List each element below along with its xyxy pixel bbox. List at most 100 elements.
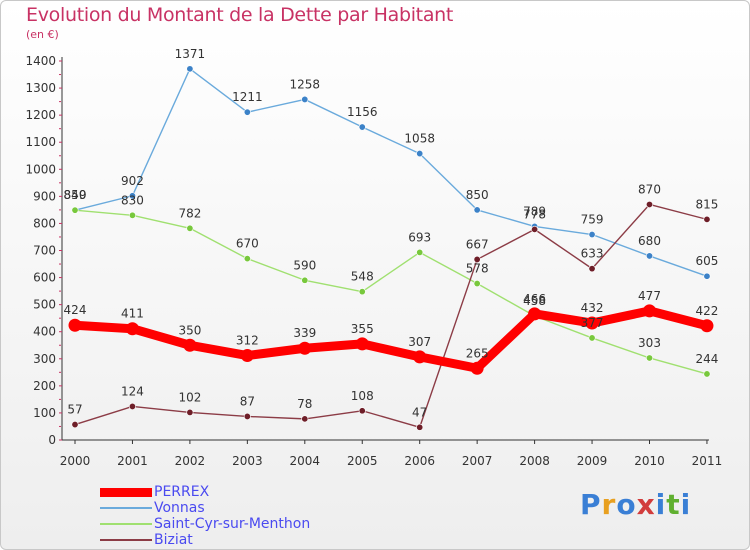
data-label: 902 — [121, 174, 144, 188]
y-tick-label: 100 — [33, 406, 56, 420]
legend-item: PERREX — [100, 484, 310, 500]
series-line-perrex — [70, 306, 712, 373]
data-label: 590 — [293, 258, 316, 272]
data-point — [68, 318, 82, 332]
legend-label: Saint-Cyr-sur-Menthon — [154, 516, 311, 532]
data-point — [183, 338, 197, 352]
data-label: 432 — [581, 301, 604, 315]
data-point — [186, 408, 194, 416]
data-point — [243, 412, 251, 420]
data-point — [301, 95, 309, 103]
data-label: 670 — [236, 237, 259, 251]
y-tick-label: 900 — [33, 189, 56, 203]
legend-swatch — [100, 539, 152, 541]
data-point — [588, 231, 596, 239]
y-tick-label: 500 — [33, 298, 56, 312]
data-point — [416, 248, 424, 256]
data-label: 102 — [178, 390, 201, 404]
data-point — [473, 206, 481, 214]
data-label: 1258 — [290, 77, 321, 91]
data-label: 849 — [64, 188, 87, 202]
data-point — [700, 319, 714, 333]
data-point — [301, 415, 309, 423]
data-label: 548 — [351, 270, 374, 284]
legend-swatch — [100, 507, 152, 509]
legend-label: Vonnas — [154, 500, 205, 516]
legend-item: Biziat — [100, 532, 310, 548]
y-tick-label: 1300 — [25, 81, 56, 95]
y-tick-label: 800 — [33, 216, 56, 230]
legend-swatch — [100, 487, 152, 497]
data-label: 124 — [121, 384, 144, 398]
chart-title: Evolution du Montant de la Dette par Hab… — [26, 4, 454, 26]
data-label: 108 — [351, 389, 374, 403]
x-tick-label: 2005 — [347, 454, 378, 468]
y-tick-label: 600 — [33, 271, 56, 285]
data-point — [470, 361, 484, 375]
data-label: 244 — [695, 352, 718, 366]
data-label: 578 — [466, 262, 489, 276]
legend-item: Vonnas — [100, 500, 310, 516]
data-label: 355 — [351, 322, 374, 336]
data-point — [528, 307, 542, 321]
data-label: 789 — [523, 204, 546, 218]
data-point — [413, 350, 427, 364]
x-tick-label: 2000 — [60, 454, 91, 468]
data-point — [128, 211, 136, 219]
data-point — [125, 322, 139, 336]
data-point — [186, 65, 194, 73]
data-label: 303 — [638, 336, 661, 350]
data-label: 377 — [581, 316, 604, 330]
data-point — [473, 255, 481, 263]
x-tick-label: 2006 — [404, 454, 435, 468]
data-label: 339 — [293, 326, 316, 340]
data-label: 466 — [523, 292, 546, 306]
data-point — [358, 407, 366, 415]
data-point — [355, 337, 369, 351]
data-label: 477 — [638, 289, 661, 303]
x-tick-label: 2007 — [462, 454, 493, 468]
data-label: 1371 — [175, 47, 206, 61]
data-label: 458 — [523, 294, 546, 308]
data-label: 350 — [178, 323, 201, 337]
data-point — [298, 341, 312, 355]
data-label: 78 — [297, 397, 312, 411]
data-point — [240, 349, 254, 363]
data-label: 850 — [466, 188, 489, 202]
data-point — [416, 423, 424, 431]
data-point — [703, 215, 711, 223]
x-tick-label: 2002 — [175, 454, 206, 468]
data-label: 633 — [581, 247, 604, 261]
data-point — [128, 402, 136, 410]
data-label: 782 — [178, 206, 201, 220]
data-label: 57 — [67, 403, 82, 417]
data-label: 667 — [466, 237, 489, 251]
chart-legend: PERREX Vonnas Saint-Cyr-sur-Menthon Biziat — [100, 484, 310, 548]
data-point — [585, 316, 599, 330]
data-label: 411 — [121, 307, 144, 321]
y-tick-label: 1100 — [25, 135, 56, 149]
x-tick-label: 2003 — [232, 454, 263, 468]
x-tick-label: 2001 — [117, 454, 148, 468]
legend-item: Saint-Cyr-sur-Menthon — [100, 516, 310, 532]
data-point — [358, 123, 366, 131]
proxiti-logo: Proxiti — [580, 488, 692, 521]
data-label: 830 — [121, 193, 144, 207]
x-tick-label: 2008 — [519, 454, 550, 468]
y-tick-label: 0 — [48, 433, 56, 447]
y-tick-label: 400 — [33, 325, 56, 339]
data-label: 424 — [64, 303, 87, 317]
data-label: 850 — [64, 188, 87, 202]
data-point — [531, 225, 539, 233]
data-label: 680 — [638, 234, 661, 248]
legend-label: PERREX — [154, 484, 210, 500]
y-tick-label: 200 — [33, 379, 56, 393]
data-point — [643, 304, 656, 318]
data-label: 265 — [466, 346, 489, 360]
series-line-biziat — [74, 203, 708, 428]
data-point — [588, 334, 596, 342]
data-point — [588, 265, 596, 273]
data-point — [301, 276, 309, 284]
